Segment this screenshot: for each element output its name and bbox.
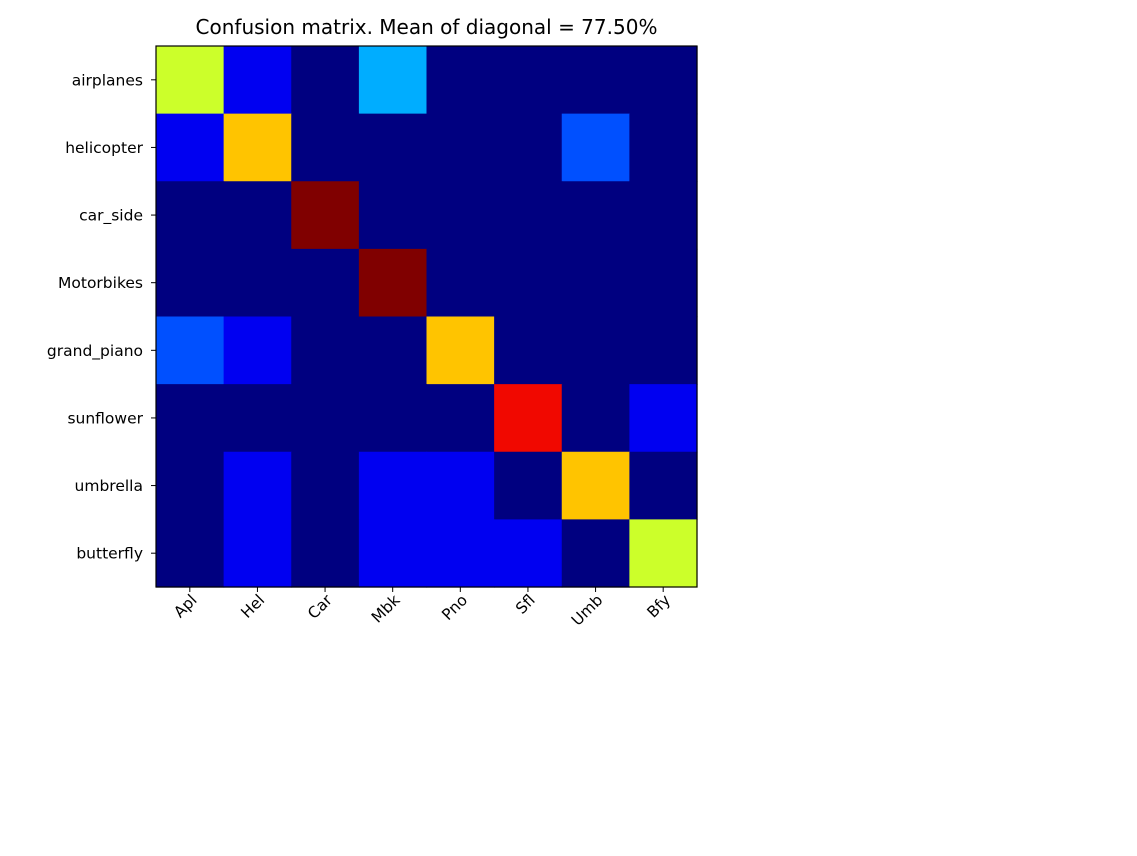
- x-tick-label: Hel: [238, 591, 269, 622]
- heatmap-cell-3-0: [156, 248, 225, 318]
- heatmap-cell-0-7: [629, 46, 698, 115]
- heatmap-cell-2-6: [561, 181, 630, 250]
- heatmap-cell-7-7: [629, 519, 698, 588]
- heatmap-cell-4-5: [494, 316, 563, 385]
- heatmap-cell-1-7: [629, 113, 698, 182]
- heatmap-cell-6-4: [426, 451, 495, 520]
- y-axis-ticks: airplanes helicopter car_side Motorbikes gra…: [47, 71, 156, 563]
- heatmap-cell-3-7: [629, 248, 698, 318]
- x-tick-label: Bfy: [644, 591, 674, 621]
- heatmap-cell-5-4: [426, 384, 495, 453]
- heatmap-cell-7-4: [426, 519, 495, 588]
- heatmap-cell-6-5: [494, 451, 563, 520]
- heatmap-cell-0-1: [223, 46, 292, 115]
- heatmap-cell-2-3: [358, 181, 428, 250]
- heatmap-cell-2-7: [629, 181, 698, 250]
- heatmap-cell-2-5: [494, 181, 563, 250]
- heatmap-cell-6-0: [156, 451, 225, 520]
- heatmap-cell-3-5: [494, 248, 563, 318]
- x-axis-ticks: Apl Hel Car Mbk Pno Sfl Umb Bfy: [170, 587, 674, 629]
- heatmap-cell-5-2: [291, 384, 360, 453]
- heatmap-cell-4-4: [426, 316, 495, 385]
- heatmap-cells: [156, 46, 698, 588]
- heatmap-cell-3-1: [223, 248, 292, 318]
- heatmap-cell-5-0: [156, 384, 225, 453]
- y-tick-label: car_side: [79, 207, 143, 226]
- heatmap-cell-5-6: [561, 384, 630, 453]
- heatmap-cell-4-3: [358, 316, 428, 385]
- heatmap-cell-0-5: [494, 46, 563, 115]
- heatmap-cell-5-1: [223, 384, 292, 453]
- heatmap-cell-0-3: [358, 46, 428, 115]
- heatmap-cell-4-7: [629, 316, 698, 385]
- chart-title: Confusion matrix. Mean of diagonal = 77.…: [196, 15, 658, 39]
- heatmap-cell-3-4: [426, 248, 495, 318]
- heatmap-cell-1-0: [156, 113, 225, 182]
- heatmap-cell-1-4: [426, 113, 495, 182]
- y-tick-label: butterfly: [76, 545, 143, 563]
- y-tick-label: Motorbikes: [58, 274, 143, 292]
- y-tick-label: airplanes: [72, 71, 143, 89]
- heatmap-cell-2-0: [156, 181, 225, 250]
- heatmap-cell-4-0: [156, 316, 225, 385]
- heatmap-cell-4-1: [223, 316, 292, 385]
- heatmap-cell-7-0: [156, 519, 225, 588]
- x-tick-label: Car: [304, 591, 336, 623]
- x-tick-label: Sfl: [512, 591, 539, 618]
- heatmap-cell-1-5: [494, 113, 563, 182]
- heatmap-cell-1-1: [223, 113, 292, 182]
- y-tick-label: umbrella: [75, 477, 143, 495]
- x-tick-label: Mbk: [368, 591, 404, 627]
- heatmap-cell-1-6: [561, 113, 630, 182]
- heatmap-cell-5-5: [494, 384, 563, 453]
- heatmap-cell-0-6: [561, 46, 630, 115]
- heatmap-cell-3-2: [291, 248, 360, 318]
- heatmap-cell-3-6: [561, 248, 630, 318]
- y-tick-label: sunflower: [67, 409, 143, 427]
- y-tick-label: grand_piano: [47, 342, 143, 361]
- heatmap-cell-6-1: [223, 451, 292, 520]
- heatmap-cell-0-0: [156, 46, 225, 115]
- x-tick-label: Umb: [568, 591, 606, 629]
- plot-frame: [155, 45, 698, 588]
- heatmap-cell-7-5: [494, 519, 563, 588]
- heatmap-cell-7-3: [358, 519, 428, 588]
- heatmap-cell-6-6: [561, 451, 630, 520]
- heatmap-cell-6-3: [358, 451, 428, 520]
- heatmap-cell-1-2: [291, 113, 360, 182]
- heatmap-cell-2-1: [223, 181, 292, 250]
- x-tick-label: Pno: [438, 591, 471, 624]
- heatmap-cell-6-7: [629, 451, 698, 520]
- heatmap-cell-6-2: [291, 451, 360, 520]
- heatmap-cell-7-1: [223, 519, 292, 588]
- heatmap-cell-5-3: [358, 384, 428, 453]
- heatmap-cell-5-7: [629, 384, 698, 453]
- heatmap-cell-0-2: [291, 46, 360, 115]
- heatmap-cell-4-6: [561, 316, 630, 385]
- heatmap-cell-7-6: [561, 519, 630, 588]
- heatmap-cell-2-2: [291, 181, 360, 250]
- heatmap-cell-3-3: [358, 248, 428, 318]
- heatmap-cell-0-4: [426, 46, 495, 115]
- heatmap-cell-7-2: [291, 519, 360, 588]
- x-tick-label: Apl: [170, 591, 200, 621]
- y-tick-label: helicopter: [65, 139, 143, 157]
- heatmap-cell-2-4: [426, 181, 495, 250]
- heatmap-cell-4-2: [291, 316, 360, 385]
- heatmap-cell-1-3: [358, 113, 428, 182]
